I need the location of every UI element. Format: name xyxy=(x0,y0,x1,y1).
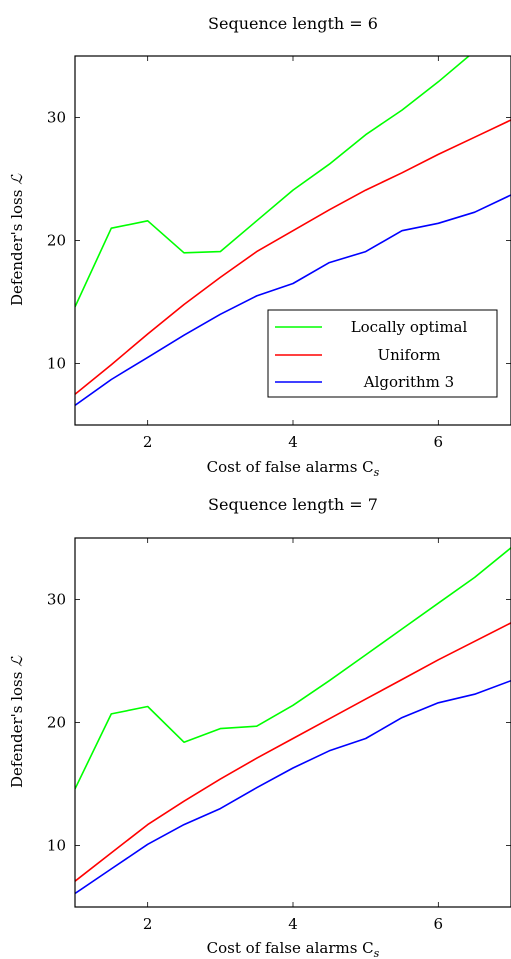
y-tick-label: 30 xyxy=(47,591,66,609)
legend-label-uniform: Uniform xyxy=(377,346,440,364)
series-line-algorithm-3 xyxy=(75,194,511,406)
legend: Locally optimal Uniform Algorithm 3 xyxy=(267,309,498,398)
x-axis-label: Cost of false alarms Cs xyxy=(207,458,380,479)
x-tick-label: 2 xyxy=(143,433,153,451)
y-axis-label: Defender's loss ℒ xyxy=(8,655,26,788)
legend-entry-algorithm-3: Algorithm 3 xyxy=(275,373,454,391)
chart-sequence-length-6: Sequence length = 6 2 4 6 10 20 30 Cost of fa… xyxy=(8,14,511,479)
legend-label-locally-optimal: Locally optimal xyxy=(351,318,468,336)
x-tick-label: 2 xyxy=(143,915,153,933)
series-line-locally-optimal xyxy=(75,547,511,790)
x-tick-label: 6 xyxy=(434,433,444,451)
x-tick-label: 4 xyxy=(288,915,298,933)
chart-sequence-length-7: Sequence length = 7 2 4 6 10 20 30 Cost of fa… xyxy=(8,495,511,959)
chart-title: Sequence length = 6 xyxy=(208,14,378,33)
legend-entry-uniform: Uniform xyxy=(275,346,441,364)
y-axis-label: Defender's loss ℒ xyxy=(8,173,26,306)
y-tick-label: 10 xyxy=(47,355,66,373)
chart-title: Sequence length = 7 xyxy=(208,495,378,514)
x-axis-label: Cost of false alarms Cs xyxy=(207,939,380,959)
y-tick-label: 30 xyxy=(47,109,66,127)
series-line-algorithm-3 xyxy=(75,679,511,895)
y-tick-label: 20 xyxy=(47,232,66,250)
x-tick-label: 4 xyxy=(288,433,298,451)
series-line-locally-optimal xyxy=(75,56,471,308)
legend-entry-locally-optimal: Locally optimal xyxy=(275,318,467,336)
y-tick-label: 20 xyxy=(47,714,66,732)
plot-frame xyxy=(74,537,511,908)
legend-label-algorithm-3: Algorithm 3 xyxy=(363,373,454,391)
y-tick-label: 10 xyxy=(47,837,66,855)
series-line-uniform xyxy=(75,622,511,882)
x-tick-label: 6 xyxy=(434,915,444,933)
series-line-uniform xyxy=(75,119,511,395)
